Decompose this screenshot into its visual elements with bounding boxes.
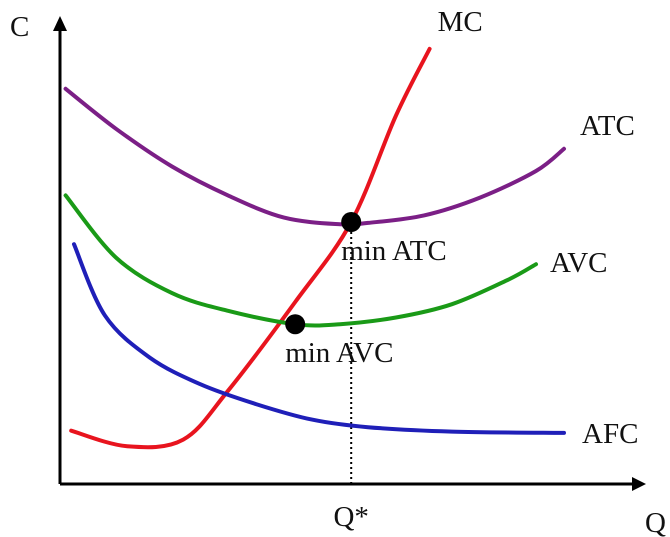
afc-curve bbox=[72, 242, 566, 435]
mc-label: MC bbox=[438, 6, 483, 38]
min-atc-point bbox=[341, 212, 362, 232]
min-avc-label: min AVC bbox=[285, 337, 393, 369]
x-axis-label: Q bbox=[645, 507, 666, 537]
avc-label: AVC bbox=[550, 247, 608, 279]
avc-curve bbox=[63, 193, 538, 328]
x-ticks: Q* bbox=[333, 501, 368, 533]
points: min ATC min AVC bbox=[285, 212, 447, 369]
min-avc-point bbox=[285, 314, 306, 335]
atc-curve bbox=[63, 86, 566, 227]
series-labels: MC ATC AVC AFC bbox=[438, 6, 639, 450]
curves bbox=[63, 46, 566, 450]
atc-label: ATC bbox=[580, 110, 635, 142]
x-axis-arrowhead bbox=[632, 477, 646, 491]
y-axis-label: C bbox=[10, 11, 29, 43]
min-atc-label: min ATC bbox=[341, 235, 447, 267]
x-tick-label: Q* bbox=[333, 501, 368, 533]
y-axis-arrowhead bbox=[53, 16, 67, 31]
mc-curve bbox=[69, 46, 432, 450]
afc-label: AFC bbox=[582, 418, 638, 450]
